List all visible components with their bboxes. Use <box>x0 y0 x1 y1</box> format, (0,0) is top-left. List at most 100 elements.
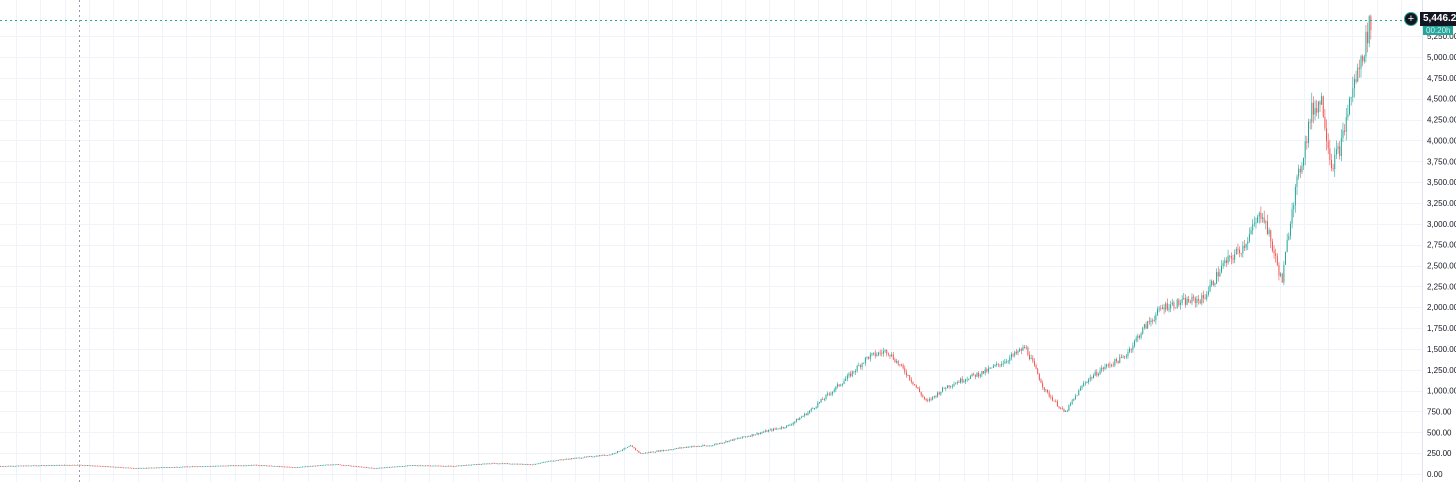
candle-body <box>817 403 819 407</box>
candle-body <box>899 364 901 366</box>
candle-body <box>964 379 966 382</box>
candle-body <box>951 385 953 387</box>
candle-body <box>833 389 835 392</box>
candle-body <box>303 466 305 468</box>
candle-body <box>1112 364 1114 366</box>
candle-body <box>1147 321 1149 329</box>
candle-body <box>1339 146 1341 156</box>
y-tick-label: 5,250.00 <box>1427 32 1456 41</box>
last-price-tag[interactable]: + 5,446.26 <box>1404 12 1456 26</box>
candle-body <box>786 425 788 428</box>
candle-body <box>566 458 568 460</box>
candle-body <box>32 465 34 467</box>
candle-body <box>420 465 422 467</box>
candle-body <box>95 465 97 467</box>
candle-body <box>521 463 523 465</box>
candle-body <box>200 466 202 468</box>
candle-body <box>62 464 64 466</box>
candle-body <box>1243 245 1245 248</box>
candle-body <box>1165 303 1167 310</box>
candle-body <box>664 450 666 451</box>
candle-body <box>393 466 395 468</box>
candle-body <box>676 447 678 449</box>
candle-body <box>498 463 500 465</box>
candle-body <box>690 446 692 448</box>
candle-body <box>446 465 448 467</box>
candle-body <box>1176 299 1178 308</box>
candle-body <box>418 465 420 467</box>
candle-body <box>649 452 651 453</box>
candle-body <box>1055 401 1057 403</box>
candle-body <box>707 445 709 447</box>
candle-body <box>792 422 794 425</box>
candle-body <box>1276 256 1278 266</box>
candle-body <box>1045 389 1047 391</box>
candle-body <box>269 465 271 467</box>
candle-body <box>1316 108 1318 113</box>
candle-body <box>971 373 973 377</box>
candle-body <box>287 466 289 468</box>
candle-body <box>1006 361 1008 363</box>
candle-body <box>526 464 528 465</box>
candle-body <box>252 464 254 466</box>
candle-body <box>779 428 781 430</box>
candle-body <box>487 463 489 465</box>
candle-body <box>88 465 90 466</box>
candle-body <box>666 449 668 451</box>
candle-body <box>352 465 354 467</box>
candle-body <box>172 467 174 468</box>
candle-body <box>909 375 911 380</box>
candle-body <box>910 379 912 382</box>
candle-body <box>137 468 139 469</box>
candle-body <box>1216 272 1218 284</box>
candle-body <box>324 464 326 466</box>
candle-body <box>434 465 436 467</box>
add-alert-plus-icon[interactable]: + <box>1404 12 1418 26</box>
candle-body <box>905 372 907 376</box>
candle-body <box>16 465 18 467</box>
candle-body <box>308 466 310 467</box>
candle-body <box>991 367 993 369</box>
candle-body <box>1129 348 1131 353</box>
candle-body <box>157 467 159 469</box>
candle-body <box>800 416 802 418</box>
candle-body <box>613 453 615 455</box>
candle-body <box>83 465 85 467</box>
candle-body <box>1019 349 1021 352</box>
candle-body <box>1268 230 1270 234</box>
candle-body <box>219 465 221 467</box>
candle-body <box>1227 255 1229 263</box>
candle-body <box>147 467 149 469</box>
candle-body <box>544 461 546 463</box>
candle-body <box>341 464 343 466</box>
candle-body <box>1234 254 1236 260</box>
candle-body <box>251 464 253 466</box>
candle-body <box>1102 367 1104 369</box>
candle-body <box>889 354 891 357</box>
candle-body <box>1168 308 1170 310</box>
candle-body <box>60 464 62 466</box>
candle-body <box>987 368 989 372</box>
candle-body <box>211 466 213 467</box>
candle-body <box>927 400 929 402</box>
candle-body <box>474 464 476 466</box>
candle-body <box>656 450 658 452</box>
y-tick-label: 1,000.00 <box>1427 387 1456 396</box>
candle-body <box>999 364 1001 366</box>
price-axis[interactable]: 0.00 250.00 500.00 750.00 1,000.00 1,250.00 1,… <box>1427 32 1456 479</box>
candle-body <box>1265 221 1267 223</box>
candle-body <box>439 465 441 467</box>
candle-body <box>357 466 359 468</box>
candle-body <box>1280 273 1282 276</box>
candle-body <box>416 465 418 467</box>
candle-body <box>1074 396 1076 399</box>
candle-body <box>607 455 609 456</box>
candle-body <box>764 430 766 432</box>
candle-body <box>485 463 487 465</box>
candle-body <box>815 406 817 409</box>
candle-body <box>978 372 980 377</box>
candle-body <box>759 432 761 435</box>
candle-body <box>681 447 683 449</box>
